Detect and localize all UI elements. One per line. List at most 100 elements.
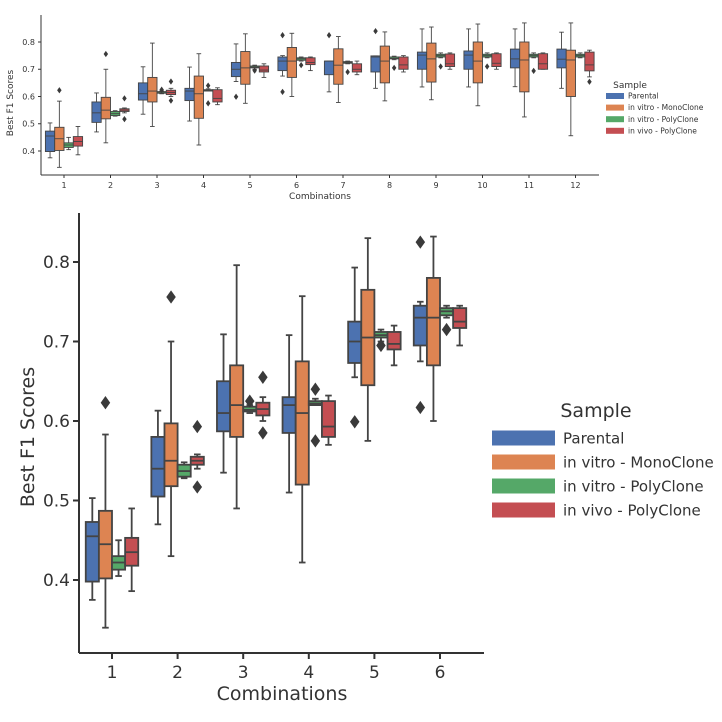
x-tick-label: 1: [61, 181, 66, 190]
box-iqr: [426, 42, 437, 83]
box-iqr: [305, 57, 316, 66]
box-iqr: [147, 76, 158, 103]
box-3-in-vitro-monoclone: [229, 264, 245, 510]
box-8-in-vitro-polyclone: [389, 55, 400, 72]
legend-swatch: [492, 478, 555, 494]
box-2-in-vivo-polyclone: [119, 95, 130, 123]
box-1-in-vitro-polyclone: [111, 539, 127, 577]
box-5-in-vivo-polyclone: [386, 324, 402, 367]
box-iqr: [351, 63, 363, 73]
outlier-point: [205, 82, 211, 89]
box-3-parental: [137, 66, 149, 115]
box-iqr: [472, 41, 483, 84]
outlier-point: [376, 338, 386, 353]
box-4-parental: [281, 334, 297, 494]
box-iqr: [323, 60, 335, 76]
legend-entry: in vivo - PolyClone: [563, 501, 701, 519]
outlier-point: [245, 394, 255, 408]
box-iqr: [463, 50, 474, 70]
box-iqr: [258, 65, 270, 73]
box-4-parental: [184, 66, 195, 122]
box-6-in-vitro-polyclone: [296, 56, 307, 69]
outlier-point: [587, 78, 592, 85]
box-4-in-vitro-polyclone: [203, 82, 214, 107]
legend-entry: in vitro - PolyClone: [563, 477, 704, 495]
outlier-point: [122, 95, 127, 102]
box-5-parental: [230, 43, 242, 100]
box-iqr: [584, 51, 595, 72]
box-iqr: [386, 331, 402, 351]
y-tick-label: 0.6: [43, 412, 70, 432]
legend-swatch: [606, 127, 624, 134]
x-tick-label: 2: [108, 181, 113, 190]
bottom-x-axis-label: Combinations: [217, 683, 348, 705]
box-iqr: [137, 82, 149, 101]
box-12-in-vitro-monoclone: [565, 22, 576, 137]
bottom-legend-title: Sample: [560, 400, 631, 422]
x-tick-label: 1: [107, 663, 118, 683]
outlier-point: [205, 100, 211, 107]
legend-entry: Parental: [628, 92, 659, 101]
box-iqr: [91, 101, 102, 123]
bottom-y-axis-label: Best F1 Scores: [17, 367, 39, 507]
box-7-in-vitro-monoclone: [333, 36, 344, 103]
box-6-in-vitro-monoclone: [425, 235, 441, 422]
box-2-parental: [150, 409, 166, 526]
box-iqr: [150, 435, 166, 498]
outlier-point: [326, 32, 332, 39]
outlier-point: [280, 88, 285, 96]
box-8-in-vitro-monoclone: [379, 31, 390, 102]
box-5-parental: [347, 266, 363, 429]
box-9-in-vivo-polyclone: [444, 52, 456, 70]
legend-swatch: [606, 116, 624, 123]
legend-entry: in vitro - PolyClone: [628, 115, 699, 124]
legend-entry: in vitro - MonoClone: [628, 103, 704, 112]
x-tick-label: 6: [294, 181, 299, 190]
box-3-in-vitro-monoclone: [147, 42, 158, 127]
top-y-axis-label: Best F1 Scores: [6, 69, 16, 136]
x-tick-label: 4: [201, 181, 206, 190]
box-7-parental: [323, 32, 335, 93]
y-tick-label: 0.4: [22, 147, 35, 156]
box-1-in-vitro-monoclone: [97, 396, 113, 629]
outlier-point: [441, 322, 452, 337]
legend-swatch: [492, 430, 555, 446]
box-iqr: [491, 53, 502, 67]
x-tick-label: 12: [570, 181, 580, 190]
outlier-point: [258, 426, 268, 440]
box-10-in-vitro-monoclone: [472, 23, 483, 107]
legend-swatch: [606, 104, 624, 111]
x-tick-label: 3: [154, 181, 159, 190]
outlier-point: [298, 62, 304, 69]
box-7-in-vitro-polyclone: [342, 60, 353, 76]
box-iqr: [321, 400, 336, 438]
box-3-in-vitro-polyclone: [242, 394, 258, 414]
outlier-point: [168, 78, 174, 85]
box-9-in-vitro-monoclone: [426, 26, 437, 101]
outlier-point: [310, 382, 321, 396]
box-9-parental: [416, 28, 428, 88]
top-x-axis-label: Combinations: [289, 192, 351, 202]
box-12-parental: [556, 31, 567, 89]
y-tick-label: 0.7: [22, 65, 35, 74]
box-5-in-vitro-polyclone: [249, 64, 260, 74]
box-11-parental: [509, 28, 521, 88]
box-iqr: [370, 55, 381, 73]
box-7-in-vivo-polyclone: [351, 60, 363, 76]
outlier-point: [103, 50, 109, 58]
y-tick-label: 0.5: [43, 491, 70, 511]
box-1-parental: [44, 122, 56, 159]
outlier-point: [159, 86, 164, 93]
box-6-in-vitro-polyclone: [439, 304, 455, 337]
box-6-in-vivo-polyclone: [452, 304, 468, 347]
box-iqr: [277, 56, 288, 72]
legend-entry: Parental: [563, 429, 624, 447]
box-2-in-vitro-monoclone: [163, 290, 179, 558]
box-5-in-vitro-monoclone: [240, 33, 251, 104]
box-iqr: [444, 53, 456, 67]
box-iqr: [333, 48, 344, 85]
y-tick-label: 0.4: [43, 571, 70, 591]
outlier-point: [233, 93, 239, 100]
box-10-parental: [463, 28, 474, 88]
